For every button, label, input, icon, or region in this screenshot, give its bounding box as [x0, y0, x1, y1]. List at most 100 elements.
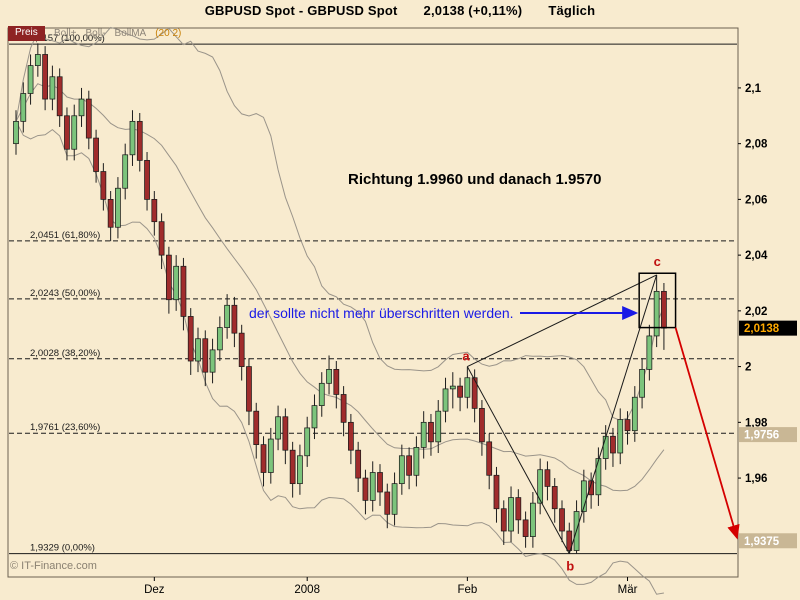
candle-body [588, 480, 594, 496]
candle-body [464, 377, 471, 398]
candle [209, 338, 216, 384]
candle-body [64, 115, 70, 150]
candle [333, 361, 340, 409]
candle [224, 294, 230, 339]
candle [180, 257, 187, 331]
candle [13, 110, 19, 155]
candle-body [639, 369, 645, 398]
candle [580, 469, 587, 523]
candle-body [216, 327, 223, 351]
candle-body [311, 405, 318, 429]
trend-line [467, 274, 657, 368]
bollinger-upper [15, 26, 665, 421]
candle-body [617, 419, 624, 454]
candle [413, 436, 420, 487]
candle-body [362, 477, 369, 501]
y-tick-label: 1,96 [745, 473, 767, 485]
legend-item: Boll- [85, 28, 106, 39]
candle-body [530, 502, 536, 537]
candle-body [406, 455, 412, 476]
candle-body [559, 508, 565, 532]
candle [566, 522, 573, 554]
price-tag [739, 320, 797, 336]
candle [486, 433, 493, 490]
x-tick-label: Feb [457, 584, 477, 596]
candle-body [420, 421, 427, 448]
candle-body [85, 98, 92, 139]
candle-body [595, 458, 602, 496]
candle [646, 324, 653, 381]
candle-body [246, 366, 252, 412]
y-tick-label: 2,04 [745, 250, 768, 262]
pattern-lines [466, 274, 658, 554]
chart-title: GBPUSD Spot - GBPUSD Spot 2,0138 (+0,11%)… [0, 3, 800, 18]
candle [129, 110, 136, 166]
candle-body [428, 421, 434, 443]
candle-body [209, 349, 216, 373]
candle-body [624, 419, 631, 432]
annotation-target-text: Richtung 1.9960 und danach 1.9570 [348, 171, 602, 188]
candle [449, 372, 456, 409]
candle [559, 500, 565, 543]
x-tick-label: 2008 [294, 584, 320, 596]
candle-body [144, 159, 150, 200]
candle [479, 400, 485, 456]
pattern-letter-b: b [566, 559, 574, 574]
candle-body [384, 491, 391, 515]
candle [391, 472, 398, 526]
candle [318, 372, 325, 417]
candle [384, 483, 391, 529]
y-tick-label: 1,98 [745, 417, 768, 429]
candle-body [56, 76, 63, 117]
pattern-letter-a: a [462, 349, 470, 364]
projection-arrow [674, 327, 740, 540]
candle [530, 492, 536, 548]
candle [624, 411, 631, 445]
candle [253, 402, 260, 459]
price-tag-label: 2,0138 [744, 323, 780, 335]
highlight-box [638, 272, 677, 329]
candle-body [580, 480, 587, 512]
candle [297, 444, 303, 495]
candle-body [377, 472, 383, 493]
candle-body [515, 497, 522, 521]
candle-body [391, 483, 398, 515]
candle [442, 377, 449, 423]
candle [311, 394, 318, 440]
candle [64, 107, 70, 161]
candle-body [20, 93, 27, 122]
candle-body [49, 76, 56, 100]
candle [267, 427, 274, 484]
x-tick-label: Dez [144, 584, 165, 596]
title-period: Täglich [548, 3, 596, 18]
candle [653, 274, 660, 348]
candle-body [253, 410, 260, 446]
candle-body [493, 474, 500, 510]
candle-body [449, 385, 456, 390]
candle [275, 405, 281, 451]
candle-body [289, 449, 296, 485]
candle-body [508, 497, 514, 532]
x-axis: Dez 2008 Feb Mär [144, 577, 638, 596]
candle [85, 90, 92, 150]
candle [500, 500, 507, 545]
candle-body [107, 199, 114, 228]
candle [595, 447, 602, 506]
bollinger-middle [15, 83, 665, 492]
candle [639, 358, 645, 409]
candle [406, 447, 412, 490]
candle-body [653, 290, 660, 337]
candle [348, 413, 354, 465]
candle [464, 366, 471, 409]
candle [544, 461, 551, 501]
candle [508, 486, 514, 543]
candle-body [486, 441, 493, 476]
candle-body [260, 444, 267, 473]
candle [93, 129, 99, 183]
y-tick-label: 2,08 [745, 139, 768, 151]
candle-body [136, 120, 143, 161]
candle [260, 436, 267, 487]
candle [377, 464, 383, 506]
price-tag-label: 1,9375 [744, 536, 780, 548]
